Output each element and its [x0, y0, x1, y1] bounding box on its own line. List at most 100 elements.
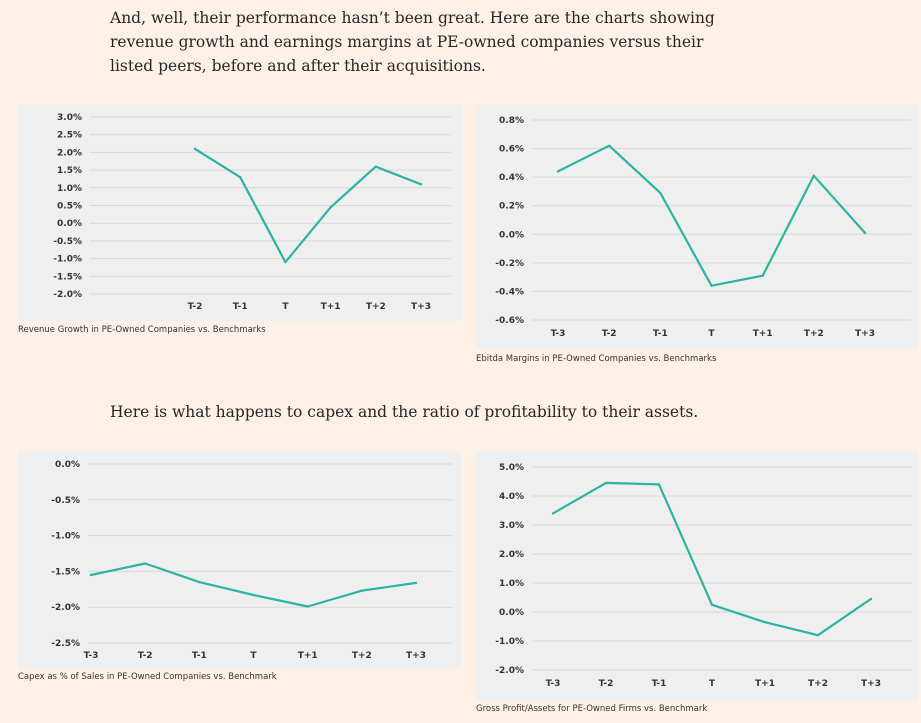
- chart-svg: -2.0% -1.0% 0.0% 1.0% 2.0% 3.0% 4.0% 5.0% T-3 T-2…: [495, 463, 912, 689]
- y-tick-label: -0.5%: [53, 237, 82, 247]
- data-point: [89, 573, 93, 577]
- data-point: [284, 260, 287, 264]
- revenue-growth-caption: Revenue Growth in PE-Owned Companies vs.…: [18, 325, 266, 335]
- intro-line-2: revenue growth and earnings margins at P…: [110, 33, 704, 51]
- data-point: [607, 144, 611, 147]
- y-tick-label: -1.0%: [51, 532, 80, 542]
- y-tick-label: -2.0%: [51, 603, 80, 613]
- data-point: [812, 174, 816, 177]
- x-tick-label: T-2: [138, 651, 153, 661]
- data-point: [869, 597, 873, 601]
- y-tick-label: -1.5%: [53, 272, 82, 282]
- x-tick-label: T+2: [808, 679, 828, 689]
- x-tick-label: T+2: [366, 302, 386, 312]
- x-tick-label: T+2: [352, 651, 372, 661]
- data-point: [198, 580, 201, 584]
- data-point: [252, 593, 255, 597]
- y-tick-label: 5.0%: [499, 463, 524, 473]
- middle-paragraph: Here is what happens to capex and the ra…: [110, 403, 699, 421]
- y-tick-label: 1.0%: [499, 579, 524, 589]
- data-point: [604, 481, 608, 485]
- data-point: [414, 581, 418, 585]
- x-tick-label: T+3: [861, 679, 881, 689]
- x-tick-label: T: [709, 679, 716, 689]
- y-tick-label: -0.6%: [495, 316, 524, 326]
- x-tick-label: T-1: [233, 302, 248, 312]
- capex-caption: Capex as % of Sales in PE-Owned Companie…: [18, 672, 277, 682]
- y-tick-label: -0.4%: [495, 287, 524, 297]
- data-point: [419, 183, 423, 186]
- y-tick-label: -0.2%: [495, 259, 524, 269]
- y-tick-label: -2.5%: [51, 639, 80, 649]
- chart-svg: -0.6% -0.4% -0.2% 0.0% 0.2% 0.4% 0.6% 0.8% T-3 T-…: [495, 116, 911, 339]
- y-tick-label: -1.0%: [495, 637, 524, 647]
- y-tick-label: 1.0%: [57, 184, 82, 194]
- x-tick-label: T-2: [188, 302, 203, 312]
- y-tick-label: 2.0%: [57, 148, 82, 158]
- x-tick-label: T-3: [84, 651, 99, 661]
- y-tick-label: 4.0%: [499, 492, 524, 502]
- x-tick-label: T: [250, 651, 257, 661]
- x-tick-label: T-2: [602, 329, 617, 339]
- ebitda-margins-chart: -0.6% -0.4% -0.2% 0.0% 0.2% 0.4% 0.6% 0.8% T-3 T-…: [476, 104, 918, 349]
- y-tick-label: 0.0%: [55, 460, 80, 470]
- x-tick-label: T: [282, 302, 289, 312]
- data-point: [556, 170, 560, 173]
- y-tick-label: -1.5%: [51, 567, 80, 577]
- x-tick-label: T: [708, 329, 715, 339]
- y-tick-label: 0.0%: [499, 608, 524, 618]
- data-point: [329, 206, 332, 209]
- y-tick-label: -2.0%: [495, 666, 524, 676]
- data-point: [816, 634, 820, 637]
- y-tick-label: 0.0%: [57, 219, 82, 229]
- x-tick-label: T-3: [546, 679, 561, 689]
- data-point: [659, 191, 662, 195]
- data-point: [763, 620, 767, 624]
- y-tick-label: -0.5%: [51, 496, 80, 506]
- y-tick-label: 0.4%: [499, 173, 524, 183]
- y-tick-label: -1.0%: [53, 255, 82, 265]
- data-point: [239, 175, 242, 179]
- x-tick-label: T+1: [321, 302, 341, 312]
- intro-line-1: And, well, their performance hasn’t been…: [110, 9, 715, 27]
- x-tick-label: T+3: [406, 651, 426, 661]
- data-point: [551, 512, 555, 515]
- revenue-growth-chart: -2.0% -1.5% -1.0% -0.5% 0.0% 0.5% 1.0% 1.5% 2.0%…: [18, 104, 463, 321]
- data-point: [710, 284, 713, 287]
- x-tick-label: T+3: [411, 302, 431, 312]
- x-tick-label: T+1: [298, 651, 318, 661]
- data-point: [657, 483, 661, 486]
- x-tick-label: T+1: [753, 329, 773, 339]
- intro-line-3: listed peers, before and after their acq…: [110, 57, 486, 75]
- x-tick-label: T+3: [855, 329, 875, 339]
- series-line: [193, 147, 423, 264]
- y-tick-label: 3.0%: [57, 113, 82, 123]
- x-tick-label: T+1: [755, 679, 775, 689]
- ebitda-margins-caption: Ebitda Margins in PE-Owned Companies vs.…: [476, 354, 717, 364]
- y-tick-label: 0.8%: [499, 116, 524, 126]
- y-tick-label: 0.2%: [499, 202, 524, 212]
- data-point: [143, 562, 147, 565]
- x-tick-label: T+2: [804, 329, 824, 339]
- y-tick-label: 2.0%: [499, 550, 524, 560]
- data-point: [710, 603, 714, 606]
- chart-svg: -2.5% -2.0% -1.5% -1.0% -0.5% 0.0% T-3 T-2 T-1 T T…: [51, 460, 453, 661]
- gross-profit-assets-caption: Gross Profit/Assets for PE-Owned Firms v…: [476, 704, 708, 714]
- data-point: [360, 589, 364, 592]
- gross-profit-assets-chart: -2.0% -1.0% 0.0% 1.0% 2.0% 3.0% 4.0% 5.0% T-3 T-2…: [476, 451, 918, 701]
- x-tick-label: T-1: [652, 679, 667, 689]
- y-tick-label: 0.6%: [499, 145, 524, 155]
- x-tick-label: T-1: [192, 651, 207, 661]
- data-point: [306, 605, 309, 608]
- data-point: [193, 147, 197, 151]
- data-point: [761, 274, 764, 277]
- y-tick-label: 2.5%: [57, 131, 82, 141]
- y-tick-label: 3.0%: [499, 521, 524, 531]
- series-line: [89, 562, 418, 608]
- chart-svg: -2.0% -1.5% -1.0% -0.5% 0.0% 0.5% 1.0% 1.5% 2.0%…: [53, 113, 451, 312]
- y-tick-label: 0.0%: [499, 230, 524, 240]
- x-tick-label: T-2: [599, 679, 614, 689]
- y-tick-label: -2.0%: [53, 290, 82, 300]
- x-tick-label: T-1: [653, 329, 668, 339]
- series-line: [556, 144, 867, 287]
